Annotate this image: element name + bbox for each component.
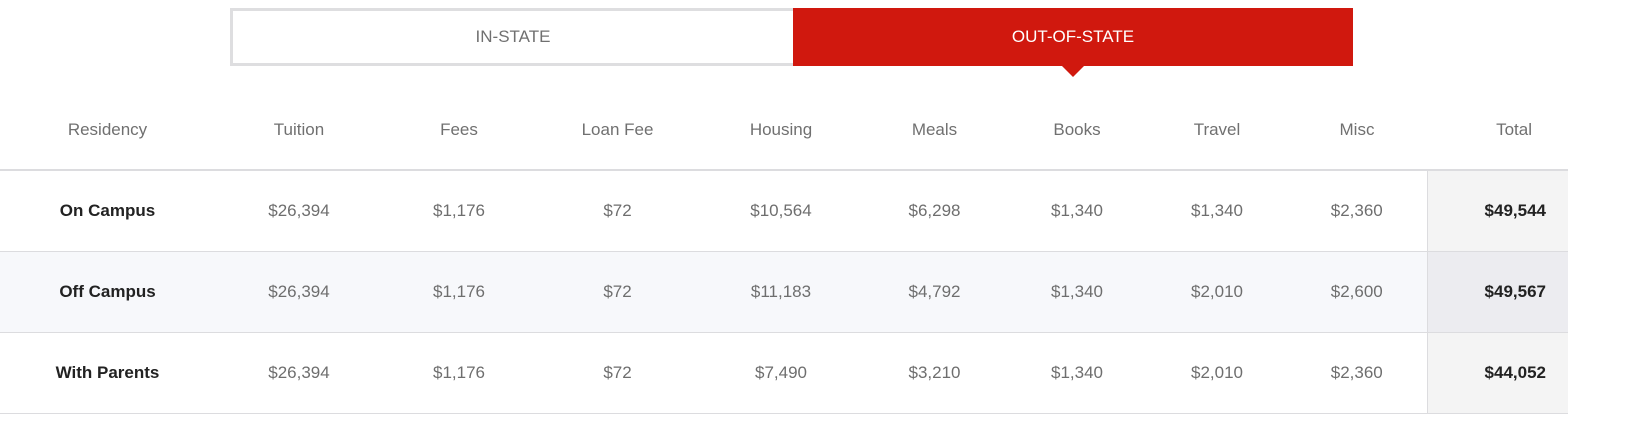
active-tab-pointer-icon: [1062, 66, 1084, 77]
cell-residency: Off Campus: [0, 251, 215, 333]
residency-tabs: IN-STATE OUT-OF-STATE: [230, 8, 1353, 77]
cell-misc: $2,600: [1287, 251, 1427, 333]
tab-out-of-state[interactable]: OUT-OF-STATE: [793, 8, 1353, 77]
cell-fees: $1,176: [383, 170, 535, 252]
cell-books: $1,340: [1007, 332, 1147, 414]
header-total: Total: [1427, 90, 1568, 171]
cell-meals: $3,210: [862, 332, 1007, 414]
cost-table: Residency Tuition Fees Loan Fee Housing …: [0, 90, 1568, 414]
cell-housing: $10,564: [700, 170, 862, 252]
table-row: With Parents $26,394 $1,176 $72 $7,490 $3,210…: [0, 332, 1568, 414]
table-header-row: Residency Tuition Fees Loan Fee Housing …: [0, 90, 1568, 171]
header-fees: Fees: [383, 90, 535, 171]
cell-loan-fee: $72: [535, 170, 700, 252]
table-row: Off Campus $26,394 $1,176 $72 $11,183 $4,792 $…: [0, 251, 1568, 333]
header-books: Books: [1007, 90, 1147, 171]
cell-fees: $1,176: [383, 332, 535, 414]
cell-loan-fee: $72: [535, 251, 700, 333]
cell-books: $1,340: [1007, 170, 1147, 252]
cell-total: $49,567: [1426, 251, 1568, 333]
header-tuition: Tuition: [215, 90, 383, 171]
header-misc: Misc: [1287, 90, 1427, 171]
cell-books: $1,340: [1007, 251, 1147, 333]
header-travel: Travel: [1147, 90, 1287, 171]
header-meals: Meals: [862, 90, 1007, 171]
header-residency: Residency: [0, 90, 215, 171]
header-housing: Housing: [700, 90, 862, 171]
cell-residency: With Parents: [0, 332, 215, 414]
cell-loan-fee: $72: [535, 332, 700, 414]
cell-housing: $7,490: [700, 332, 862, 414]
cell-residency: On Campus: [0, 170, 215, 252]
cell-travel: $2,010: [1147, 251, 1287, 333]
cell-travel: $1,340: [1147, 170, 1287, 252]
cell-tuition: $26,394: [215, 170, 383, 252]
cell-misc: $2,360: [1287, 332, 1427, 414]
tab-out-of-state-label: OUT-OF-STATE: [1011, 27, 1135, 46]
header-loan-fee: Loan Fee: [535, 90, 700, 171]
cell-fees: $1,176: [383, 251, 535, 333]
cell-total: $44,052: [1426, 332, 1568, 414]
cell-tuition: $26,394: [215, 251, 383, 333]
cell-meals: $4,792: [862, 251, 1007, 333]
cell-housing: $11,183: [700, 251, 862, 333]
cell-total: $49,544: [1426, 170, 1568, 252]
cell-meals: $6,298: [862, 170, 1007, 252]
cell-misc: $2,360: [1287, 170, 1427, 252]
table-row: On Campus $26,394 $1,176 $72 $10,564 $6,298 $1…: [0, 170, 1568, 252]
tab-in-state[interactable]: IN-STATE: [230, 8, 793, 66]
tab-in-state-label: IN-STATE: [475, 27, 551, 46]
cell-travel: $2,010: [1147, 332, 1287, 414]
cell-tuition: $26,394: [215, 332, 383, 414]
